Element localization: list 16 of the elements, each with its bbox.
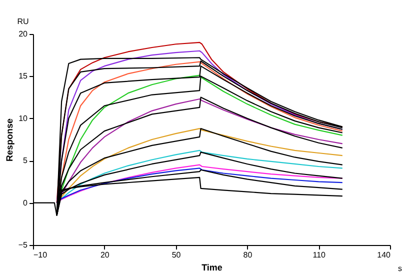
text: RU bbox=[17, 17, 29, 26]
y-tick-label: 5 bbox=[23, 156, 28, 166]
x-axis-title: Time bbox=[202, 262, 222, 272]
x-tick-label: 50 bbox=[172, 250, 182, 260]
y-tick-label: −5 bbox=[18, 240, 28, 250]
y-tick-label: 0 bbox=[23, 198, 28, 208]
y-tick-label: 20 bbox=[18, 30, 28, 38]
x-tick-label: 140 bbox=[377, 250, 392, 260]
y-axis-title: Response bbox=[4, 118, 14, 162]
x-tick-label: −10 bbox=[34, 250, 48, 260]
text: s bbox=[398, 264, 402, 273]
y-tick-label: 10 bbox=[18, 114, 28, 123]
x-tick-label: 80 bbox=[243, 250, 253, 260]
x-tick-label: 110 bbox=[312, 250, 326, 260]
y-tick-label: 15 bbox=[18, 72, 28, 81]
x-tick-label: 20 bbox=[100, 250, 110, 260]
